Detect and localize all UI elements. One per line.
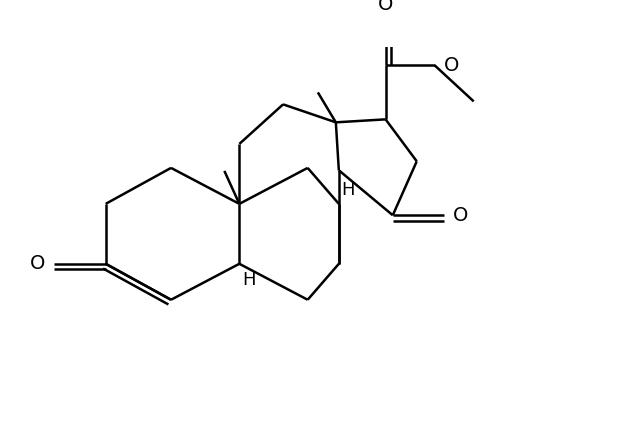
Text: O: O	[452, 206, 468, 225]
Text: O: O	[378, 0, 393, 15]
Text: O: O	[30, 254, 45, 273]
Text: H: H	[341, 181, 355, 199]
Text: H: H	[242, 271, 256, 289]
Text: O: O	[444, 56, 459, 75]
